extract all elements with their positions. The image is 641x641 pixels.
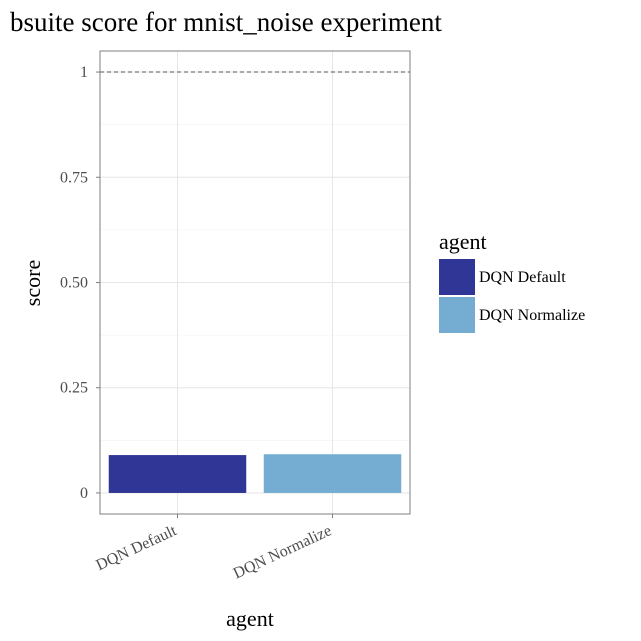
legend-key xyxy=(439,297,475,333)
x-axis: DQN Default DQN Normalize xyxy=(93,514,334,583)
y-tick-label: 0.50 xyxy=(60,275,88,292)
bar-dqn-default xyxy=(108,455,247,493)
legend: agent DQN Default DQN Normalize xyxy=(439,229,585,333)
chart-title: bsuite score for mnist_noise experiment xyxy=(10,7,442,37)
y-tick-label: 0.25 xyxy=(60,380,88,397)
x-axis-title: agent xyxy=(226,606,274,631)
y-tick-label: 1 xyxy=(80,64,88,81)
legend-label: DQN Normalize xyxy=(479,307,585,324)
y-tick-label: 0.75 xyxy=(60,169,88,186)
y-tick-label: 0 xyxy=(80,485,88,502)
y-axis-title: score xyxy=(20,260,45,306)
bars xyxy=(108,454,402,493)
y-axis: 0 0.25 0.50 0.75 1 xyxy=(60,64,100,502)
legend-key xyxy=(439,259,475,295)
x-tick-label: DQN Normalize xyxy=(231,522,334,582)
bar-dqn-normalize xyxy=(263,454,402,493)
legend-title: agent xyxy=(439,229,487,254)
grid xyxy=(100,51,410,514)
legend-label: DQN Default xyxy=(479,269,566,286)
x-tick-label: DQN Default xyxy=(93,522,179,574)
